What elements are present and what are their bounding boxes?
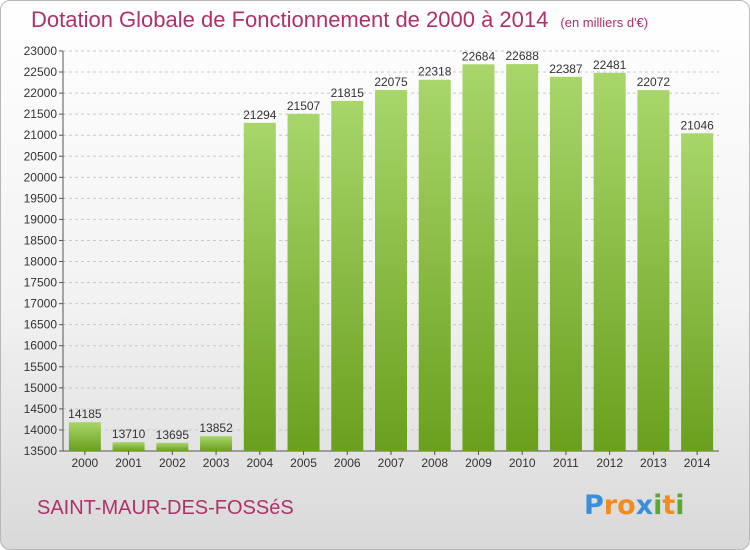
- y-tick-label: 20500: [24, 149, 58, 163]
- x-tick-label-2010: 2010: [509, 456, 536, 470]
- x-tick-label-2008: 2008: [421, 456, 448, 470]
- x-tick-label-2014: 2014: [684, 456, 711, 470]
- logo-letter: x: [635, 490, 654, 521]
- data-label-2003: 13852: [199, 421, 233, 435]
- y-tick-label: 16000: [24, 339, 58, 353]
- bar-2003: [200, 436, 233, 451]
- bar-2007: [375, 89, 407, 452]
- data-label-2013: 22072: [637, 75, 671, 89]
- x-tick-label-2002: 2002: [159, 456, 186, 470]
- logo-letter: r: [603, 490, 618, 521]
- x-tick-label-2003: 2003: [203, 456, 230, 470]
- logo-letter: o: [617, 490, 636, 521]
- bar-chart: 13500 14000 14500 15000 15500 16000 16500 17000…: [24, 44, 719, 470]
- data-label-2004: 21294: [243, 108, 277, 122]
- proxiti-logo[interactable]: Proxiti: [584, 490, 685, 521]
- y-tick-label: 21000: [24, 128, 58, 142]
- data-label-2005: 21507: [287, 99, 321, 113]
- x-tick-label-2012: 2012: [596, 456, 623, 470]
- data-label-2012: 22481: [593, 58, 627, 72]
- bar-2011: [549, 76, 582, 452]
- x-tick-label-2001: 2001: [115, 456, 142, 470]
- data-label-2002: 13695: [156, 428, 190, 442]
- x-tick-label-2009: 2009: [465, 456, 492, 470]
- chart-title: Dotation Globale de Fonctionnement de 20…: [31, 7, 648, 33]
- bar-2004: [243, 122, 276, 452]
- bar-2005: [287, 113, 320, 451]
- bar-2012: [593, 72, 626, 451]
- x-tick-label-2000: 2000: [72, 456, 99, 470]
- bar-2014: [681, 133, 714, 451]
- y-tick-label: 14000: [24, 423, 58, 437]
- y-tick-label: 14500: [24, 402, 58, 416]
- x-tick-label-2006: 2006: [334, 456, 361, 470]
- y-tick-label: 20000: [24, 170, 58, 184]
- data-label-2014: 21046: [680, 118, 714, 132]
- y-tick-label: 21500: [24, 107, 58, 121]
- logo-letter: i: [653, 490, 663, 521]
- y-tick-label: 15000: [24, 381, 58, 395]
- chart-title-text: Dotation Globale de Fonctionnement de 20…: [31, 7, 549, 32]
- y-tick-label: 13500: [24, 444, 58, 458]
- bar-2009: [462, 64, 495, 451]
- y-tick-label: 16500: [24, 318, 58, 332]
- data-label-2007: 22075: [374, 75, 408, 89]
- y-tick-label: 19000: [24, 212, 58, 226]
- y-tick-label: 18500: [24, 233, 58, 247]
- data-label-2000: 14185: [68, 407, 102, 421]
- logo-letter: t: [662, 490, 676, 521]
- data-label-2008: 22318: [418, 65, 452, 79]
- y-tick-label: 17500: [24, 276, 58, 290]
- x-tick-label-2013: 2013: [640, 456, 667, 470]
- y-tick-label: 23000: [24, 44, 58, 58]
- bar-2001: [112, 442, 145, 451]
- y-tick-label: 22000: [24, 86, 58, 100]
- y-tick-label: 18000: [24, 255, 58, 269]
- bar-2000: [68, 422, 101, 451]
- x-tick-label-2007: 2007: [378, 456, 405, 470]
- data-label-2001: 13710: [112, 427, 146, 441]
- chart-title-unit: (en milliers d'€): [560, 15, 649, 30]
- x-tick-label-2005: 2005: [290, 456, 317, 470]
- x-tick-label-2004: 2004: [246, 456, 273, 470]
- logo-letter: i: [675, 490, 685, 521]
- bar-2013: [637, 90, 670, 452]
- bar-2008: [418, 79, 451, 451]
- y-tick-label: 22500: [24, 65, 58, 79]
- data-label-2009: 22684: [462, 49, 496, 63]
- x-tick-label-2011: 2011: [553, 456, 579, 470]
- logo-letter: P: [584, 490, 604, 521]
- bar-2006: [331, 100, 364, 451]
- y-tick-label: 17000: [24, 297, 58, 311]
- bar-2002: [156, 442, 189, 451]
- bar-2010: [506, 64, 539, 451]
- data-label-2011: 22387: [549, 62, 583, 76]
- commune-name: SAINT-MAUR-DES-FOSSéS: [37, 497, 294, 519]
- data-label-2010: 22688: [506, 49, 540, 63]
- y-tick-label: 19500: [24, 191, 58, 205]
- y-tick-label: 15500: [24, 360, 58, 374]
- data-label-2006: 21815: [331, 86, 365, 100]
